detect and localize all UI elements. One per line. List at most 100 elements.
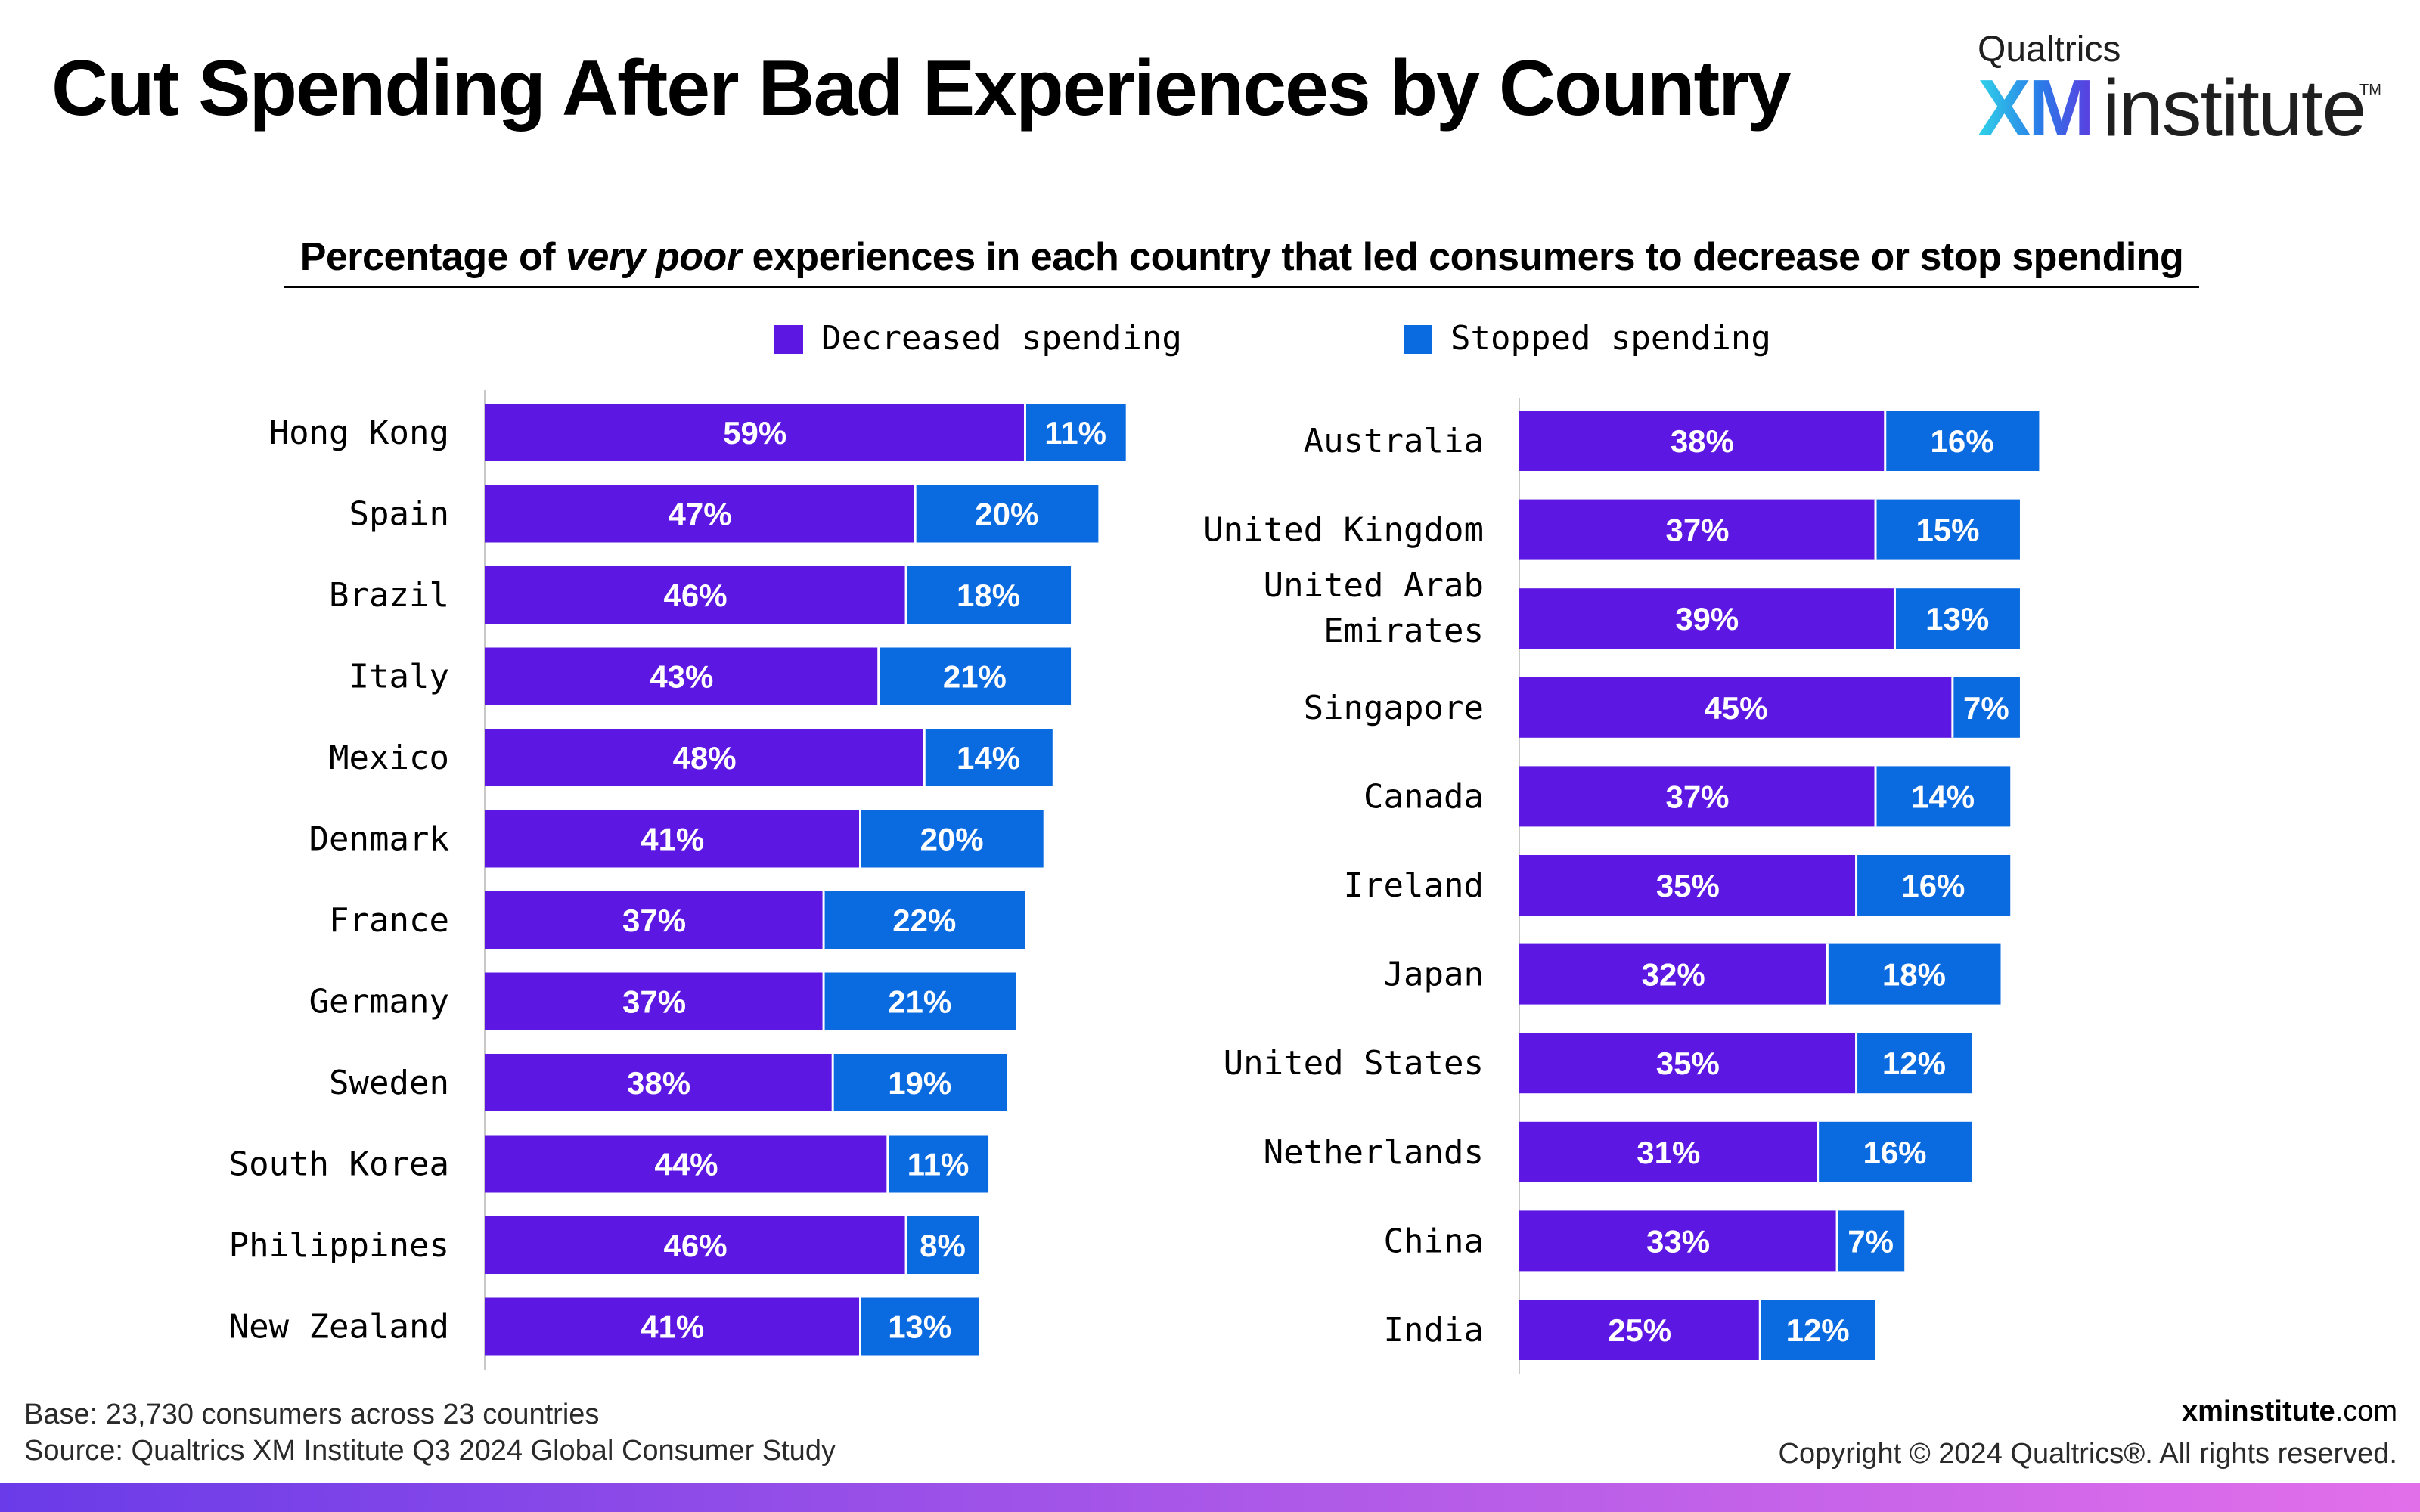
category-label-spain: Spain	[349, 495, 449, 534]
bar-stopped-ireland	[1856, 855, 2011, 916]
category-label-france: France	[329, 901, 449, 940]
logo-xm-text: XM	[1978, 64, 2095, 153]
footer-gradient-bar	[0, 1483, 2420, 1512]
logo-institute-text: institute	[2102, 64, 2366, 153]
chart-title: Percentage of very poor experiences in e…	[284, 234, 2199, 280]
data-label-stopped-canada: 14%	[1911, 779, 1975, 814]
data-label-decreased-mexico: 48%	[673, 740, 737, 776]
legend-swatch-decreased	[774, 325, 803, 354]
bar-stopped-denmark	[860, 810, 1044, 868]
data-label-decreased-singapore: 45%	[1704, 690, 1767, 726]
data-label-decreased-sweden: 38%	[627, 1065, 690, 1101]
bar-stopped-united-states	[1856, 1033, 1972, 1094]
bar-decreased-spain	[485, 485, 916, 543]
data-label-decreased-united-states: 35%	[1656, 1046, 1720, 1081]
data-label-stopped-united-states: 12%	[1882, 1046, 1946, 1081]
data-label-decreased-italy: 43%	[650, 659, 713, 695]
data-label-decreased-france: 37%	[622, 903, 686, 938]
chart-title-part-1: Percentage of	[299, 235, 566, 279]
logo-tm-mark: TM	[2360, 82, 2381, 98]
data-label-stopped-ireland: 16%	[1901, 868, 1965, 903]
data-label-stopped-japan: 18%	[1882, 957, 1946, 993]
bar-stopped-brazil	[906, 566, 1072, 624]
data-label-stopped-italy: 21%	[943, 659, 1007, 695]
data-label-stopped-netherlands: 16%	[1863, 1135, 1926, 1170]
legend-swatch-stopped	[1404, 325, 1432, 354]
bar-stopped-canada	[1876, 766, 2011, 827]
data-label-decreased-australia: 38%	[1671, 423, 1734, 459]
category-label-ireland: Ireland	[1344, 866, 1484, 905]
data-label-stopped-south-korea: 11%	[908, 1147, 970, 1182]
category-label-canada: Canada	[1364, 777, 1484, 816]
bar-stopped-hong-kong	[1025, 404, 1126, 461]
data-label-stopped-united-kingdom: 15%	[1916, 513, 1979, 548]
data-label-decreased-germany: 37%	[622, 984, 686, 1020]
data-label-stopped-new-zealand: 13%	[888, 1309, 951, 1345]
footer-base-label: Base:	[24, 1399, 98, 1430]
data-label-decreased-denmark: 41%	[641, 822, 704, 857]
bar-stopped-australia	[1885, 411, 2040, 471]
bar-stopped-italy	[878, 647, 1072, 705]
bar-decreased-new-zealand	[485, 1297, 861, 1356]
category-label-denmark: Denmark	[309, 820, 449, 859]
bar-decreased-united-states	[1519, 1033, 1857, 1094]
category-label-germany: Germany	[309, 983, 449, 1021]
footer-copyright: Copyright © 2024 Qualtrics®. All rights …	[1778, 1438, 2397, 1470]
bar-decreased-denmark	[485, 810, 861, 868]
footer-source: Source: Qualtrics XM Institute Q3 2024 G…	[24, 1435, 836, 1467]
data-label-stopped-australia: 16%	[1931, 423, 1994, 459]
data-label-decreased-hong-kong: 59%	[723, 415, 786, 451]
category-label-india: India	[1384, 1311, 1484, 1349]
category-label-united-kingdom: United Kingdom	[1203, 511, 1484, 550]
chart-title-rule	[284, 286, 2199, 288]
bar-stopped-united-kingdom	[1876, 499, 2020, 560]
bar-stopped-mexico	[924, 729, 1053, 786]
data-label-stopped-germany: 21%	[888, 984, 951, 1020]
footer-base-text: 23,730 consumers across 23 countries	[98, 1399, 600, 1430]
data-label-decreased-south-korea: 44%	[654, 1147, 718, 1182]
data-label-stopped-hong-kong: 11%	[1044, 415, 1106, 451]
bar-stopped-china	[1837, 1210, 1905, 1272]
bar-stopped-spain	[915, 485, 1099, 543]
data-label-decreased-ireland: 35%	[1656, 868, 1720, 903]
bar-decreased-italy	[485, 647, 879, 705]
data-label-stopped-united-arab-emirates: 13%	[1925, 601, 1989, 637]
page-title: Cut Spending After Bad Experiences by Co…	[51, 45, 1791, 132]
footer-source-label: Source:	[24, 1435, 123, 1467]
bar-stopped-new-zealand	[860, 1297, 979, 1356]
bar-decreased-mexico	[485, 729, 925, 786]
data-label-stopped-brazil: 18%	[957, 578, 1020, 613]
data-label-decreased-netherlands: 31%	[1637, 1135, 1700, 1170]
category-label-sweden: Sweden	[329, 1064, 449, 1102]
category-label-south-korea: South Korea	[229, 1145, 449, 1184]
category-label-italy: Italy	[349, 658, 449, 696]
data-label-decreased-china: 33%	[1646, 1223, 1710, 1259]
category-label-singapore: Singapore	[1304, 689, 1484, 727]
bar-decreased-germany	[485, 972, 824, 1030]
bar-stopped-south-korea	[887, 1135, 989, 1193]
footer-base: Base: 23,730 consumers across 23 countri…	[24, 1399, 599, 1431]
data-label-decreased-philippines: 46%	[663, 1228, 727, 1263]
bar-chart: 59% 11% Hong Kong 47% 20% Spain 46% 18% Brazil 43…	[229, 390, 2040, 1374]
bar-decreased-china	[1519, 1210, 1838, 1272]
xm-institute-logo: Qualtrics XM institute TM	[1978, 29, 2381, 153]
footer-site-suffix: .com	[2335, 1396, 2397, 1427]
category-label-netherlands: Netherlands	[1264, 1133, 1484, 1172]
bar-decreased-sweden	[485, 1054, 833, 1111]
bar-decreased-india	[1519, 1300, 1761, 1360]
category-label-new-zealand: New Zealand	[229, 1308, 449, 1346]
bar-decreased-netherlands	[1519, 1121, 1818, 1182]
category-label-united-states: United States	[1224, 1044, 1484, 1083]
data-label-stopped-india: 12%	[1786, 1312, 1850, 1348]
category-label-united-arab-emirates: United Arab	[1264, 566, 1484, 605]
data-label-stopped-philippines: 8%	[920, 1228, 966, 1263]
data-label-decreased-united-arab-emirates: 39%	[1675, 601, 1739, 637]
chart-title-emphasis: very poor	[566, 235, 742, 279]
data-label-stopped-china: 7%	[1848, 1223, 1894, 1259]
data-label-stopped-spain: 20%	[975, 497, 1038, 532]
category-label-hong-kong: Hong Kong	[269, 414, 449, 452]
bar-decreased-france	[485, 891, 824, 949]
data-label-decreased-canada: 37%	[1665, 779, 1729, 814]
footer-website: xminstitute.com	[2182, 1396, 2397, 1428]
category-label-mexico: Mexico	[329, 739, 449, 777]
